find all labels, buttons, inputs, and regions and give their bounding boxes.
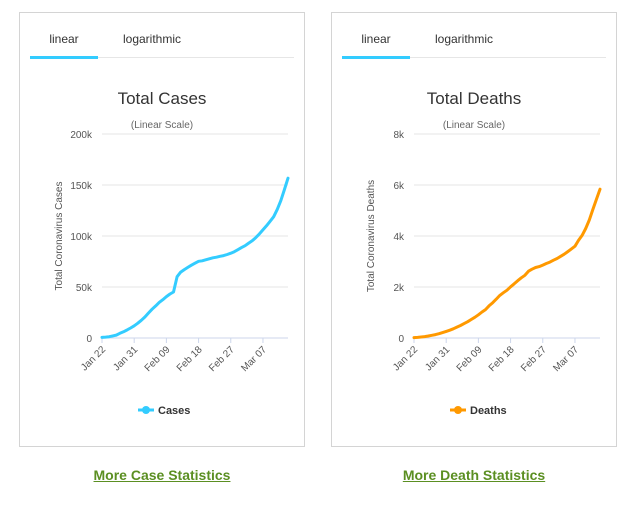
scale-tabs: linear logarithmic	[30, 13, 294, 59]
chart-title: Total Cases	[118, 89, 207, 108]
more-death-statistics-link[interactable]: More Death Statistics	[402, 467, 546, 483]
y-tick-label: 100k	[70, 232, 93, 243]
chart-title: Total Deaths	[427, 89, 522, 108]
legend-label: Deaths	[470, 405, 507, 417]
x-tick-label: Feb 27	[207, 344, 237, 374]
more-case-statistics-link[interactable]: More Case Statistics	[93, 467, 231, 483]
x-tick-label: Mar 07	[551, 344, 581, 374]
chart-subtitle: (Linear Scale)	[443, 120, 505, 131]
series-line-cases	[100, 176, 290, 339]
x-tick-label: Mar 07	[239, 344, 269, 374]
x-tick-label: Feb 18	[487, 344, 517, 374]
scale-tabs: linear logarithmic	[342, 13, 606, 59]
cases-chart: Total Cases (Linear Scale) Total Coronavir…	[54, 89, 290, 417]
x-tick-label: Jan 31	[111, 344, 140, 373]
legend-label: Cases	[158, 405, 190, 417]
x-tick-label: Feb 27	[519, 344, 549, 374]
tab-logarithmic[interactable]: logarithmic	[122, 32, 182, 46]
x-tick-label: Jan 22	[79, 344, 108, 373]
x-tick-label: Feb 09	[455, 344, 485, 374]
tab-linear[interactable]: linear	[30, 13, 98, 59]
cases-chart-panel: linear logarithmic Total Cases (Linear Sc…	[19, 12, 305, 447]
y-tick-label: 50k	[76, 283, 93, 294]
legend-marker	[142, 406, 150, 414]
x-tick-label: Jan 22	[391, 344, 420, 373]
y-tick-label: 8k	[393, 130, 405, 141]
x-tick-label: Feb 18	[175, 344, 205, 374]
series-line-deaths	[412, 187, 602, 340]
legend-marker	[454, 406, 462, 414]
deaths-chart-panel: linear logarithmic Total Deaths (Linear S…	[331, 12, 617, 447]
y-tick-label: 150k	[70, 181, 93, 192]
y-tick-label: 4k	[393, 232, 405, 243]
x-tick-label: Feb 09	[143, 344, 173, 374]
y-tick-label: 2k	[393, 283, 405, 294]
chart-subtitle: (Linear Scale)	[131, 120, 193, 131]
y-tick-label: 0	[86, 334, 92, 345]
deaths-chart: Total Deaths (Linear Scale) Total Coronavi…	[366, 89, 602, 417]
tab-logarithmic[interactable]: logarithmic	[434, 32, 494, 46]
tab-linear[interactable]: linear	[342, 13, 410, 59]
x-tick-label: Jan 31	[423, 344, 452, 373]
y-axis-label: Total Coronavirus Deaths	[366, 180, 377, 292]
y-axis-label: Total Coronavirus Cases	[54, 182, 65, 291]
y-tick-label: 200k	[70, 130, 93, 141]
y-tick-label: 0	[398, 334, 404, 345]
y-tick-label: 6k	[393, 181, 405, 192]
